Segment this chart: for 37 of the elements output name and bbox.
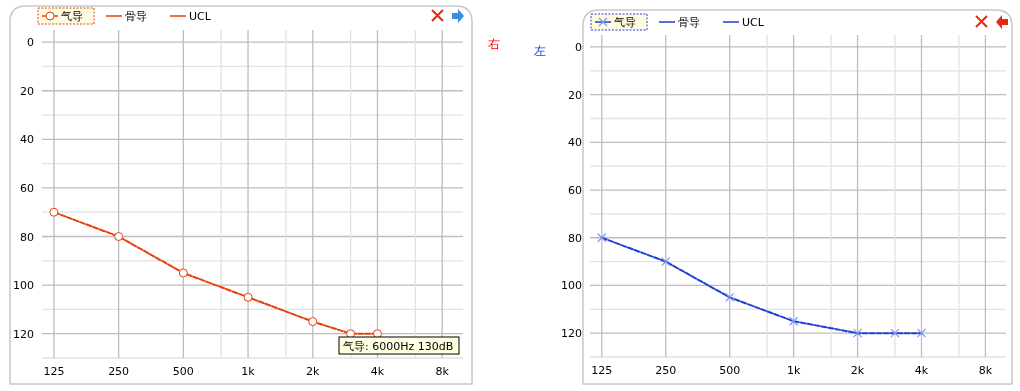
x-tick-label: 2k: [306, 365, 321, 378]
x-tick-label: 1k: [241, 365, 256, 378]
y-tick-label: 60: [568, 184, 582, 198]
text: 左: [534, 44, 546, 58]
x-tick-label: 125: [43, 365, 65, 378]
legend-label: 骨导: [125, 10, 147, 23]
annotation: 气导: 6000Hz 130dB: [343, 340, 454, 353]
y-tick-label: 120: [561, 327, 582, 341]
legend-label: 气导: [61, 10, 83, 23]
legend-label: 气导: [614, 16, 636, 29]
x-tick-label: 125: [591, 364, 613, 377]
y-tick-label: 40: [20, 133, 34, 147]
y-tick-label: 20: [568, 88, 582, 102]
y-tick-label: 0: [575, 40, 582, 54]
y-tick-label: 100: [561, 279, 582, 293]
x-tick-label: 500: [172, 365, 194, 378]
y-tick-label: 120: [13, 327, 34, 341]
y-tick-label: 0: [27, 36, 34, 50]
y-tick-label: 80: [20, 230, 34, 244]
x-tick-label: 250: [108, 365, 130, 378]
legend-label: 骨导: [678, 16, 700, 29]
x-tick-label: 4k: [370, 365, 385, 378]
y-tick-label: 60: [20, 181, 34, 195]
x-tick-label: 8k: [435, 365, 450, 378]
y-tick-label: 20: [20, 84, 34, 98]
x-tick-label: 250: [655, 364, 677, 377]
text: 右: [488, 37, 500, 51]
legend-label: UCL: [189, 10, 212, 23]
x-tick-label: 8k: [978, 364, 993, 377]
y-tick-label: 100: [13, 279, 34, 293]
x-tick-label: 1k: [786, 364, 801, 377]
x-tick-label: 500: [719, 364, 741, 377]
y-tick-label: 40: [568, 136, 582, 150]
y-tick-label: 80: [568, 231, 582, 245]
legend-label: UCL: [742, 16, 765, 29]
x-tick-label: 4k: [914, 364, 929, 377]
x-tick-label: 2k: [850, 364, 865, 377]
